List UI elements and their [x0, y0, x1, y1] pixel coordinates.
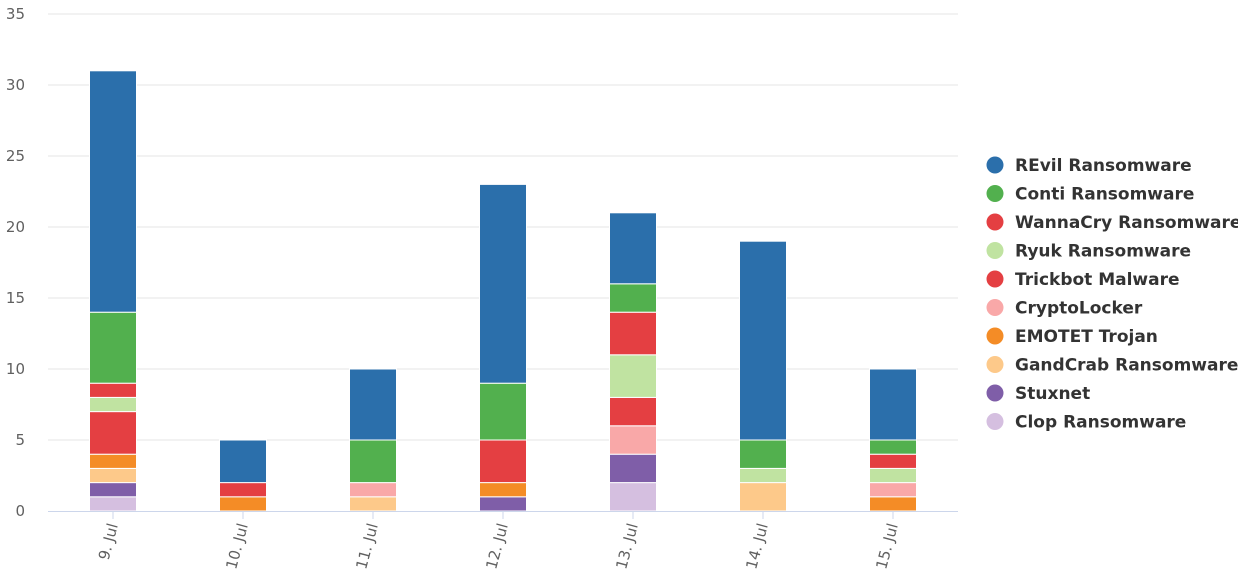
bar-segment[interactable] — [89, 496, 137, 512]
x-tick-label: 11. Jul — [352, 521, 381, 571]
bar-segment[interactable] — [89, 382, 137, 398]
bar-segment[interactable] — [89, 453, 137, 469]
bar-segment[interactable] — [89, 311, 137, 384]
bar-segment[interactable] — [609, 354, 657, 398]
legend-marker — [986, 185, 1004, 202]
bar-segment[interactable] — [869, 467, 917, 484]
bar-segment[interactable] — [609, 482, 657, 512]
x-tick-label: 15. Jul — [872, 521, 901, 571]
bar-segment[interactable] — [89, 467, 137, 484]
bar-segment[interactable] — [219, 482, 267, 498]
bar-segment[interactable] — [89, 482, 137, 498]
bar-segment[interactable] — [219, 496, 267, 512]
bar-segment[interactable] — [89, 411, 137, 455]
x-tick-label: 13. Jul — [612, 521, 641, 571]
bar-segment[interactable] — [609, 425, 657, 455]
bar-segment[interactable] — [869, 482, 917, 498]
legend-label: Ryuk Ransomware — [1015, 242, 1191, 262]
legend-marker — [986, 356, 1004, 373]
bar-segment[interactable] — [869, 453, 917, 469]
bar-segment[interactable] — [479, 439, 527, 484]
legend-marker — [986, 413, 1004, 430]
legend-marker — [986, 299, 1004, 316]
legend-item[interactable]: Clop Ransomware — [986, 413, 1187, 433]
y-tick-label: 10 — [6, 360, 25, 378]
y-tick-label: 30 — [6, 76, 25, 94]
bar-segment[interactable] — [609, 311, 657, 356]
bar-segment[interactable] — [479, 382, 527, 441]
bar-segment[interactable] — [869, 496, 917, 512]
x-tick-label: 9. Jul — [95, 521, 122, 562]
x-tick-label: 14. Jul — [742, 521, 771, 571]
y-tick-label: 15 — [6, 289, 25, 307]
y-tick-label: 20 — [6, 218, 25, 236]
bar-segment[interactable] — [609, 283, 657, 313]
legend-marker — [986, 327, 1004, 345]
y-tick-label: 35 — [6, 5, 25, 23]
bar-segment[interactable] — [479, 496, 527, 512]
bar-segment[interactable] — [739, 482, 787, 512]
y-tick-label: 0 — [15, 502, 25, 520]
legend-item[interactable]: Ryuk Ransomware — [986, 242, 1192, 262]
bar-segment[interactable] — [739, 439, 787, 469]
legend-label: Trickbot Malware — [1015, 270, 1180, 290]
legend-item[interactable]: GandCrab Ransomware — [986, 356, 1238, 376]
legend-marker — [986, 242, 1004, 259]
y-tick-label: 5 — [15, 431, 25, 449]
legend-label: WannaCry Ransomware — [1015, 213, 1238, 233]
bar-segment[interactable] — [89, 396, 137, 413]
bar-segment[interactable] — [869, 439, 917, 455]
bar-segment[interactable] — [349, 439, 397, 484]
bar-segment[interactable] — [869, 368, 917, 441]
bar-segment[interactable] — [349, 368, 397, 441]
legend-item[interactable]: Trickbot Malware — [986, 270, 1180, 290]
bar-segment[interactable] — [609, 453, 657, 484]
legend-marker — [986, 156, 1004, 174]
legend-label: GandCrab Ransomware — [1015, 356, 1238, 376]
legend-marker — [986, 213, 1004, 231]
bar-segment[interactable] — [479, 183, 527, 384]
legend-item[interactable]: Conti Ransomware — [986, 185, 1195, 205]
bar-segment[interactable] — [219, 439, 267, 484]
legend-item[interactable]: CryptoLocker — [986, 299, 1143, 319]
legend-label: EMOTET Trojan — [1015, 327, 1158, 347]
legend-label: Conti Ransomware — [1015, 185, 1194, 205]
bar-segment[interactable] — [349, 496, 397, 512]
legend-marker — [986, 270, 1004, 288]
legend-marker — [986, 384, 1004, 402]
bar-segment[interactable] — [739, 240, 787, 441]
bar-segment[interactable] — [609, 212, 657, 285]
bar-segment[interactable] — [479, 482, 527, 498]
legend-item[interactable]: REvil Ransomware — [986, 156, 1192, 176]
legend-item[interactable]: EMOTET Trojan — [986, 327, 1158, 347]
x-tick-label: 10. Jul — [222, 521, 251, 571]
legend-item[interactable]: WannaCry Ransomware — [986, 213, 1238, 233]
bar-segment[interactable] — [739, 467, 787, 484]
x-tick-label: 12. Jul — [482, 521, 511, 571]
bar-segment[interactable] — [349, 482, 397, 498]
legend-label: REvil Ransomware — [1015, 156, 1192, 176]
y-tick-label: 25 — [6, 147, 25, 165]
bar-segment[interactable] — [89, 70, 137, 313]
legend-label: Clop Ransomware — [1015, 413, 1186, 433]
legend-label: CryptoLocker — [1015, 299, 1143, 319]
legend-label: Stuxnet — [1015, 384, 1090, 404]
legend-item[interactable]: Stuxnet — [986, 384, 1091, 404]
bar-segment[interactable] — [609, 396, 657, 427]
